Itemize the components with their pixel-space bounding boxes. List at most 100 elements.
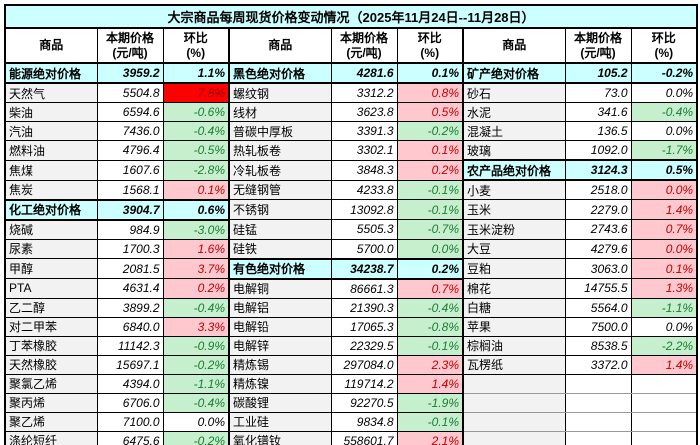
table-row: 甲醇 2081.5 3.7% 有色绝对价格 34238.7 0.2% 豆粕 3063.0 0.1… xyxy=(4,257,698,280)
price-cell: 8538.5 xyxy=(564,335,632,356)
price-cell: 3848.3 xyxy=(330,159,398,181)
table-row: 柴油 6594.6 -0.6% 线材 3623.8 0.5% 水泥 341.6 -0.4% xyxy=(4,102,698,122)
price-cell: 984.9 xyxy=(96,219,164,240)
pct-change-cell: -0.4% xyxy=(396,297,464,318)
price-cell: 3391.3 xyxy=(330,121,398,141)
commodity-name-cell: 热轧板卷 xyxy=(228,140,332,161)
table-row: 涤纶短纤 6475.6 -0.2% 氧化镨钕 558601.7 2.1% xyxy=(4,430,698,445)
commodity-name-cell: 聚氯乙烯 xyxy=(4,373,98,394)
pct-change-cell: 0.7% xyxy=(630,219,698,240)
price-cell: 4394.0 xyxy=(96,373,164,394)
table-row: 能源绝对价格 3959.2 1.1% 黑色绝对价格 4281.6 0.1% 矿产绝对价格 10… xyxy=(4,62,698,84)
price-cell: 4233.8 xyxy=(330,179,398,200)
commodity-name-cell: 线材 xyxy=(228,102,332,122)
commodity-column-header: 商品 xyxy=(4,27,98,64)
price-cell: 1607.6 xyxy=(96,159,164,181)
table-row: 燃料油 4796.4 -0.5% 热轧板卷 3302.1 0.1% 玻璃 1092.0 -1.7… xyxy=(4,140,698,161)
table-row: 丁苯橡胶 11142.3 -0.9% 电解锌 22329.5 -0.1% 棕榈油 8538.5… xyxy=(4,335,698,356)
category-name-cell: 农产品绝对价格 xyxy=(462,159,566,181)
price-cell: 5505.3 xyxy=(330,219,398,240)
price-cell: 6594.6 xyxy=(96,102,164,122)
price-column-header: 本期价格 (元/吨) xyxy=(330,27,398,64)
pct-column-header: 环比 (%) xyxy=(396,27,464,64)
commodity-name-cell: 甲醇 xyxy=(4,258,98,279)
commodity-name-cell: 电解铅 xyxy=(228,316,332,337)
commodity-price-table: 大宗商品每周现货价格变动情况（2025年11月24日--11月28日） 商品 本期… xyxy=(3,4,699,445)
table-row: 焦煤 1607.6 -2.8% 冷轧板卷 3848.3 0.2% 农产品绝对价格 3124.3… xyxy=(4,159,698,181)
commodity-name-cell: 电解铝 xyxy=(228,297,332,318)
price-cell: 1700.3 xyxy=(96,238,164,259)
table-row: 焦炭 1568.1 0.1% 无缝钢管 4233.8 -0.1% 小麦 2518.0 0.0% xyxy=(4,179,698,200)
price-cell: 3124.3 xyxy=(564,159,632,181)
table-row: 天然橡胶 15697.1 -0.2% 精炼锡 297084.0 2.3% 瓦楞纸 3372.0… xyxy=(4,354,698,375)
pct-change-cell: 0.1% xyxy=(396,62,464,84)
price-cell: 1568.1 xyxy=(96,179,164,200)
price-cell: 4281.6 xyxy=(330,62,398,84)
commodity-name-cell: 天然气 xyxy=(4,82,98,103)
pct-change-cell: -0.1% xyxy=(396,199,464,220)
commodity-name-cell: 聚丙烯 xyxy=(4,392,98,413)
price-cell: 2743.6 xyxy=(564,219,632,240)
commodity-name-cell: 碳酸锂 xyxy=(228,392,332,413)
price-cell: 2279.0 xyxy=(564,199,632,220)
table-row: 化工绝对价格 3904.7 0.6% 不锈钢 13092.8 -0.1% 玉米 2279.0 1… xyxy=(4,198,698,221)
pct-change-cell: 0.2% xyxy=(396,159,464,181)
pct-change-cell: 2.1% xyxy=(396,430,464,445)
price-cell: 4279.6 xyxy=(564,238,632,259)
commodity-name-cell: PTA xyxy=(4,278,98,299)
pct-change-cell xyxy=(630,430,698,445)
pct-change-cell xyxy=(630,373,698,394)
commodity-name-cell: 混凝土 xyxy=(462,121,566,141)
commodity-name-cell: 天然橡胶 xyxy=(4,354,98,375)
pct-column-header: 环比 (%) xyxy=(630,27,698,64)
pct-change-cell: 3.7% xyxy=(162,258,230,279)
price-cell: 34238.7 xyxy=(330,257,398,280)
pct-change-cell: -3.0% xyxy=(162,219,230,240)
pct-change-cell: -1.1% xyxy=(630,297,698,318)
commodity-name-cell: 硅铁 xyxy=(228,238,332,259)
commodity-name-cell: 焦炭 xyxy=(4,179,98,200)
price-cell: 3959.2 xyxy=(96,62,164,84)
pct-change-cell: 0.0% xyxy=(396,238,464,259)
pct-change-cell: -2.2% xyxy=(630,335,698,356)
pct-change-cell: -0.9% xyxy=(162,335,230,356)
commodity-name-cell xyxy=(462,373,566,394)
commodity-name-cell: 乙二醇 xyxy=(4,297,98,318)
commodity-name-cell: 水泥 xyxy=(462,102,566,122)
commodity-name-cell: 豆粕 xyxy=(462,258,566,279)
price-cell: 11142.3 xyxy=(96,335,164,356)
price-cell: 5700.0 xyxy=(330,238,398,259)
commodity-name-cell xyxy=(462,411,566,432)
price-cell: 105.2 xyxy=(564,62,632,84)
price-cell xyxy=(564,392,632,413)
commodity-name-cell: 白糖 xyxy=(462,297,566,318)
pct-change-cell xyxy=(630,411,698,432)
price-cell: 297084.0 xyxy=(330,354,398,375)
commodity-name-cell: 棕榈油 xyxy=(462,335,566,356)
pct-change-cell: 0.5% xyxy=(630,159,698,181)
pct-change-cell: 1.6% xyxy=(162,238,230,259)
pct-change-cell: -0.5% xyxy=(162,140,230,161)
price-cell: 22329.5 xyxy=(330,335,398,356)
price-cell: 17065.3 xyxy=(330,316,398,337)
table-row: PTA 4631.4 0.2% 电解铜 86661.3 0.7% 棉花 14755.5 1.3% xyxy=(4,278,698,299)
pct-change-cell: 2.3% xyxy=(396,354,464,375)
table-row: 对二甲苯 6840.0 3.3% 电解铅 17065.3 -0.8% 苹果 7500.0 0.0… xyxy=(4,316,698,337)
commodity-name-cell: 对二甲苯 xyxy=(4,316,98,337)
price-cell: 3899.2 xyxy=(96,297,164,318)
pct-change-cell: 0.0% xyxy=(630,121,698,141)
price-cell xyxy=(564,430,632,445)
commodity-name-cell: 不锈钢 xyxy=(228,199,332,220)
pct-change-cell: -0.6% xyxy=(162,102,230,122)
commodity-name-cell: 柴油 xyxy=(4,102,98,122)
pct-change-cell: 0.0% xyxy=(630,316,698,337)
commodity-name-cell: 瓦楞纸 xyxy=(462,354,566,375)
commodity-column-header: 商品 xyxy=(228,27,332,64)
price-cell: 13092.8 xyxy=(330,199,398,220)
price-cell: 136.5 xyxy=(564,121,632,141)
pct-change-cell: 0.6% xyxy=(162,198,230,221)
title-row: 大宗商品每周现货价格变动情况（2025年11月24日--11月28日） xyxy=(3,4,699,29)
pct-change-cell: -1.9% xyxy=(396,392,464,413)
price-cell: 6475.6 xyxy=(96,430,164,445)
table-row: 烧碱 984.9 -3.0% 硅锰 5505.3 -0.7% 玉米淀粉 2743.6 0.7% xyxy=(4,219,698,240)
